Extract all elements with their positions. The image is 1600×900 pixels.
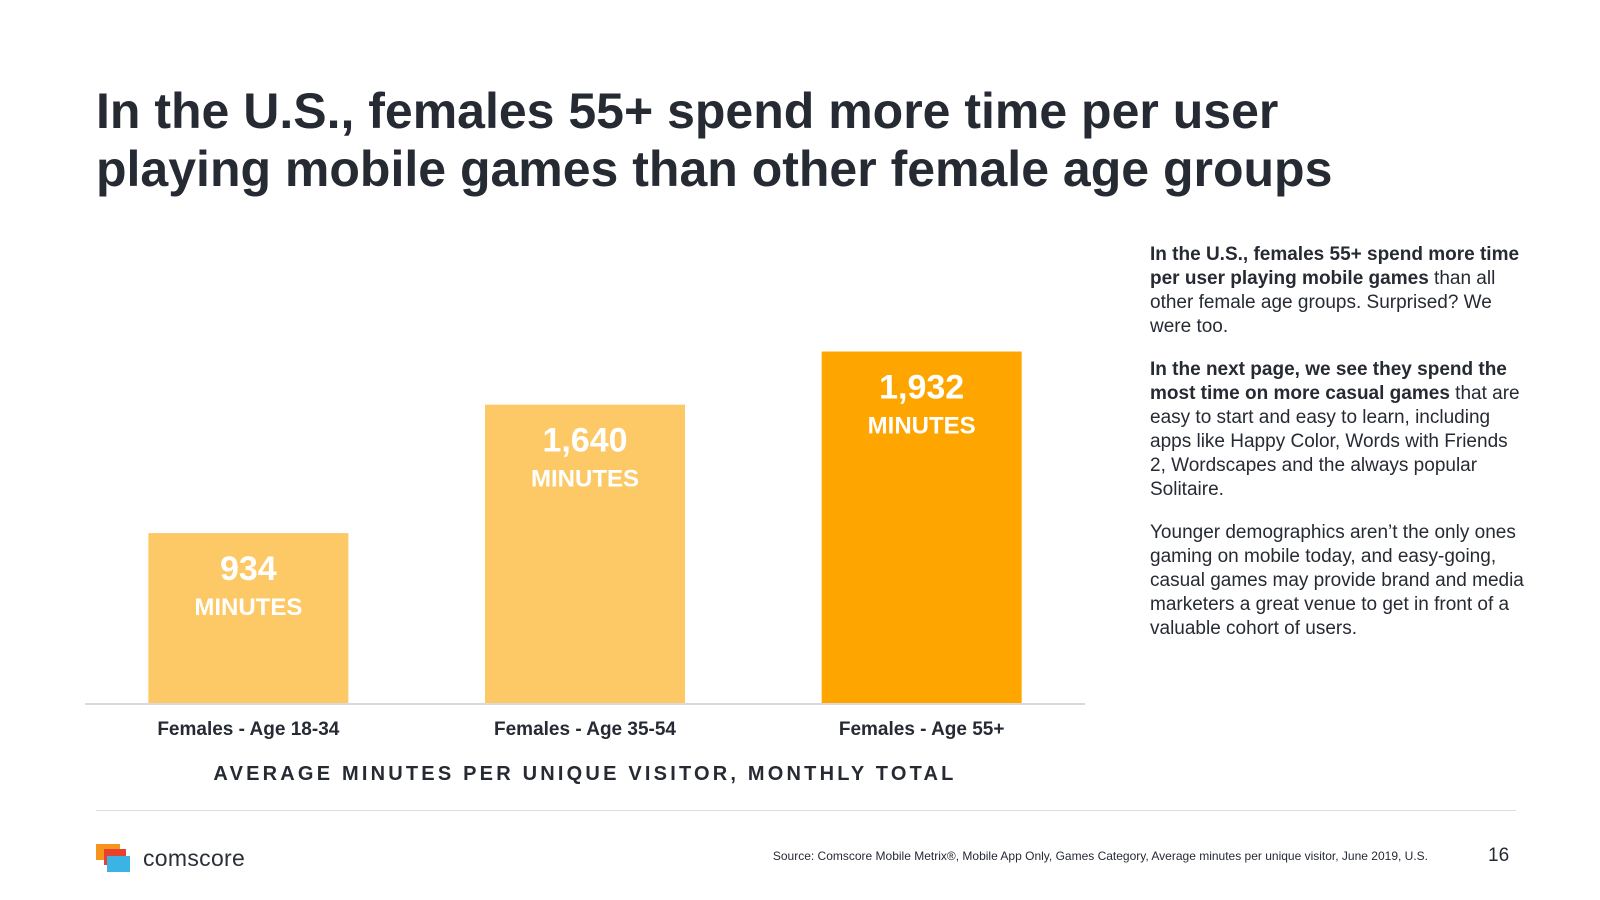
bar-chart: 934 MINUTES Females - Age 18-34 1,640 MINUTE… — [85, 351, 1085, 740]
bar-unit-label-1: MINUTES — [194, 594, 302, 621]
source-note: Source: Comscore Mobile Metrix®, Mobile … — [772, 849, 1428, 863]
page-title: In the U.S., females 55+ spend more time… — [96, 82, 1476, 198]
commentary-1-text: than all other female age groups. Surpri… — [1150, 268, 1496, 337]
bar-unit-label-3: MINUTES — [868, 413, 976, 440]
chart-title: AVERAGE MINUTES PER UNIQUE VISITOR, MONT… — [213, 763, 957, 785]
bar-value-label-3: 1,932 — [879, 369, 964, 407]
commentary-panel: In the U.S., females 55+ spend more time… — [1150, 243, 1525, 660]
bar-unit-label-2: MINUTES — [531, 466, 639, 493]
page-title-line-1: In the U.S., females 55+ spend more time… — [96, 83, 1279, 139]
bar-value-label-1: 934 — [220, 550, 277, 588]
bar-2 — [485, 404, 685, 703]
category-label-2: Females - Age 35-54 — [494, 719, 676, 740]
page-number: 16 — [1488, 845, 1510, 866]
bar-value-label-2: 1,640 — [542, 422, 627, 460]
bar-3 — [821, 351, 1022, 703]
commentary-2-highlight: In the next page, we see they spend the … — [1150, 359, 1507, 404]
category-label-1: Females - Age 18-34 — [157, 719, 339, 740]
logo-mark-blue — [107, 856, 130, 872]
comscore-logo-icon — [96, 844, 130, 872]
logo-wordmark: comscore — [143, 845, 246, 871]
category-label-3: Females - Age 55+ — [839, 719, 1005, 740]
commentary-paragraph-3: Younger demographics aren’t the only one… — [1150, 522, 1524, 639]
commentary-2-text: that are easy to start and easy to learn… — [1150, 383, 1520, 500]
commentary-1-highlight: In the U.S., females 55+ spend more time… — [1150, 244, 1520, 289]
commentary-paragraph-2: In the next page, we see they spend the … — [1150, 358, 1525, 502]
commentary-paragraph-1: In the U.S., females 55+ spend more time… — [1150, 243, 1525, 339]
bar-1 — [148, 533, 349, 703]
page-title-line-2: playing mobile games than other female a… — [96, 141, 1333, 197]
footer-divider — [96, 810, 1516, 811]
